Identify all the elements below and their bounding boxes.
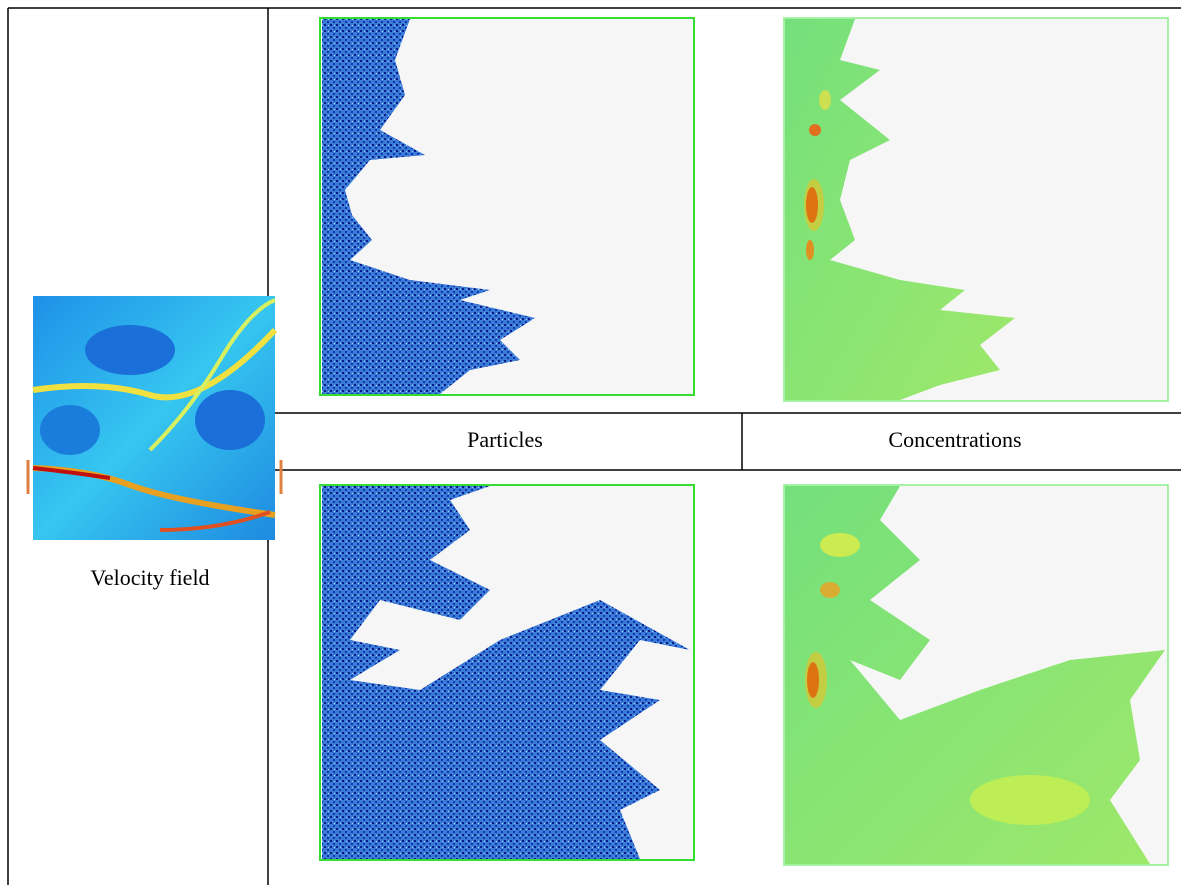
velocity-field-image	[26, 296, 283, 540]
particles-image-top	[319, 17, 695, 396]
concentrations-image-bottom	[783, 484, 1169, 866]
header-concentrations: Concentrations	[888, 427, 1021, 452]
particles-image-bottom	[319, 484, 695, 861]
concentrations-image-top	[783, 17, 1169, 402]
header-particles: Particles	[467, 427, 543, 452]
velocity-caption: Velocity field	[90, 565, 209, 590]
